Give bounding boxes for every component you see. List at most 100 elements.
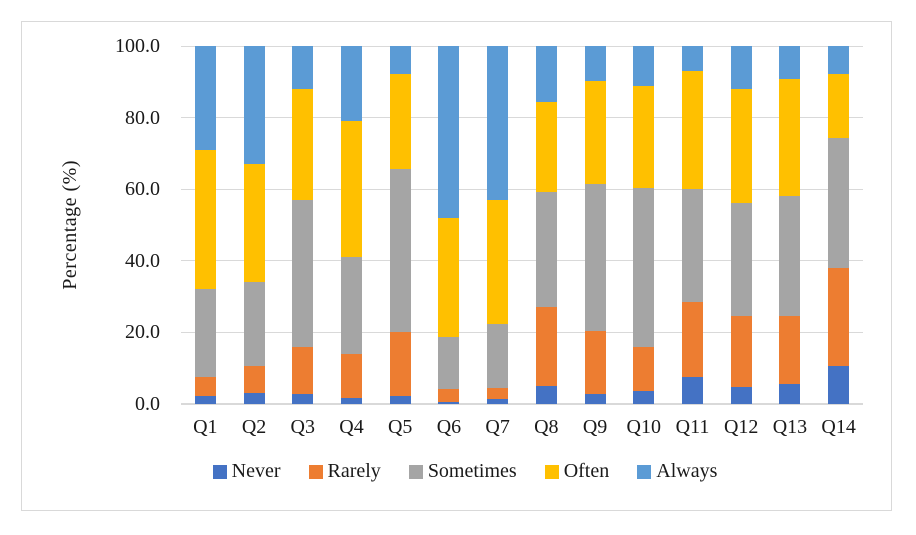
legend-marker-never-icon xyxy=(212,464,227,479)
x-label-Q14: Q14 xyxy=(821,416,856,438)
bar-segment-Q4-always xyxy=(341,46,362,122)
bar-segment-Q14-always xyxy=(828,46,850,75)
bar-segment-Q6-never xyxy=(438,402,460,404)
bar-segment-Q2-rarely xyxy=(243,366,265,393)
x-label-Q4: Q4 xyxy=(339,416,364,438)
bar-stack-Q3 xyxy=(292,46,314,404)
x-label-Q8: Q8 xyxy=(534,416,559,438)
bar-segment-Q10-often xyxy=(633,85,655,188)
y-tick-label-40: 40.0 xyxy=(125,249,160,272)
gridline-80 xyxy=(181,117,863,119)
bar-segment-Q12-rarely xyxy=(730,315,752,388)
y-tick-label-0: 0.0 xyxy=(135,393,160,415)
bar-segment-Q5-rarely xyxy=(389,332,411,397)
bar-segment-Q7-never xyxy=(487,399,509,404)
bar-segment-Q8-never xyxy=(535,385,557,404)
x-axis-line xyxy=(181,403,863,405)
bar-segment-Q8-rarely xyxy=(535,306,557,386)
bar-segment-Q3-often xyxy=(292,89,314,200)
bar-segment-Q4-never xyxy=(341,398,362,404)
y-axis-title-wrap: Percentage (%) xyxy=(56,46,84,404)
legend-item-always: Always xyxy=(637,460,717,483)
bar-segment-Q13-sometimes xyxy=(779,196,801,316)
x-label-Q3: Q3 xyxy=(290,416,315,438)
legend-label-never: Never xyxy=(231,460,281,482)
gridline-100 xyxy=(181,45,863,47)
bar-stack-Q6 xyxy=(438,46,460,404)
gridline-40 xyxy=(181,260,863,262)
bar-segment-Q11-sometimes xyxy=(682,188,703,303)
x-label-Q11: Q11 xyxy=(675,416,710,438)
legend-item-never: Never xyxy=(212,460,281,483)
bar-segment-Q5-sometimes xyxy=(389,168,411,333)
gridline-60 xyxy=(181,188,863,190)
plot-area xyxy=(181,45,863,405)
legend-marker-sometimes-icon xyxy=(408,464,423,479)
bar-segment-Q11-always xyxy=(682,46,703,71)
bar-segment-Q14-often xyxy=(828,74,850,139)
bar-segment-Q5-never xyxy=(389,396,411,404)
bar-stack-Q8 xyxy=(535,46,557,404)
bar-segment-Q3-always xyxy=(292,46,314,89)
gridline-20 xyxy=(181,331,863,333)
bar-segment-Q7-rarely xyxy=(487,388,509,400)
bar-stack-Q12 xyxy=(730,46,752,404)
y-tick-label-80: 80.0 xyxy=(125,106,160,129)
bar-segment-Q4-often xyxy=(341,121,362,258)
bar-segment-Q1-often xyxy=(194,149,216,290)
bar-segment-Q12-often xyxy=(730,89,752,204)
bar-segment-Q10-sometimes xyxy=(633,187,655,347)
legend: Never Rarely Sometimes Often Always xyxy=(37,460,893,483)
bar-segment-Q2-sometimes xyxy=(243,282,265,367)
x-label-Q1: Q1 xyxy=(193,416,218,438)
bar-segment-Q12-always xyxy=(730,46,752,90)
bar-stack-Q1 xyxy=(194,46,216,404)
x-label-Q2: Q2 xyxy=(241,416,267,438)
legend-label-always: Always xyxy=(656,460,718,482)
bar-segment-Q6-often xyxy=(438,217,460,337)
legend-label-sometimes: Sometimes xyxy=(427,460,517,482)
x-label-Q12: Q12 xyxy=(723,416,759,438)
bar-segment-Q14-never xyxy=(828,365,850,404)
legend-marker-rarely-icon xyxy=(308,464,323,479)
bar-segment-Q14-sometimes xyxy=(828,138,850,268)
bar-segment-Q1-always xyxy=(194,46,216,150)
bar-stack-Q2 xyxy=(243,46,265,404)
bar-segment-Q2-often xyxy=(243,164,265,283)
x-label-Q6: Q6 xyxy=(436,416,462,438)
bar-segment-Q10-never xyxy=(633,391,655,404)
bar-stack-Q9 xyxy=(584,46,606,404)
bar-segment-Q6-sometimes xyxy=(438,336,460,389)
chart-frame: Percentage (%) 0.0 20.0 40.0 60.0 80.0 100.0 … xyxy=(21,21,892,511)
bar-segment-Q5-always xyxy=(389,46,411,74)
legend-item-often: Often xyxy=(544,460,610,483)
bar-segment-Q2-never xyxy=(243,392,265,404)
bar-segment-Q3-never xyxy=(292,393,314,404)
bar-segment-Q9-often xyxy=(584,80,606,184)
bar-segment-Q6-always xyxy=(438,46,460,218)
x-label-Q7: Q7 xyxy=(485,416,510,438)
bar-segment-Q12-sometimes xyxy=(730,203,752,316)
bar-stack-Q5 xyxy=(389,46,411,404)
y-tick-label-20: 20.0 xyxy=(125,321,160,344)
bar-stack-Q14 xyxy=(828,46,850,404)
bar-segment-Q9-always xyxy=(584,46,606,81)
x-label-Q9: Q9 xyxy=(582,416,608,438)
bar-segment-Q8-often xyxy=(535,101,557,192)
bar-segment-Q6-rarely xyxy=(438,388,460,403)
bar-stack-Q11 xyxy=(682,46,703,404)
bar-segment-Q12-never xyxy=(730,387,752,404)
legend-label-often: Often xyxy=(563,460,610,482)
y-tick-label-100: 100.0 xyxy=(115,35,160,57)
bar-segment-Q1-rarely xyxy=(194,377,216,396)
bar-stack-Q13 xyxy=(779,46,801,404)
bar-segment-Q8-sometimes xyxy=(535,191,557,307)
bar-segment-Q2-always xyxy=(243,46,265,165)
bar-segment-Q4-rarely xyxy=(341,353,362,399)
bar-segment-Q5-often xyxy=(389,73,411,169)
x-label-Q10: Q10 xyxy=(626,416,661,438)
bar-segment-Q11-often xyxy=(682,70,703,189)
bar-segment-Q7-sometimes xyxy=(487,324,509,389)
legend-item-sometimes: Sometimes xyxy=(408,460,517,483)
